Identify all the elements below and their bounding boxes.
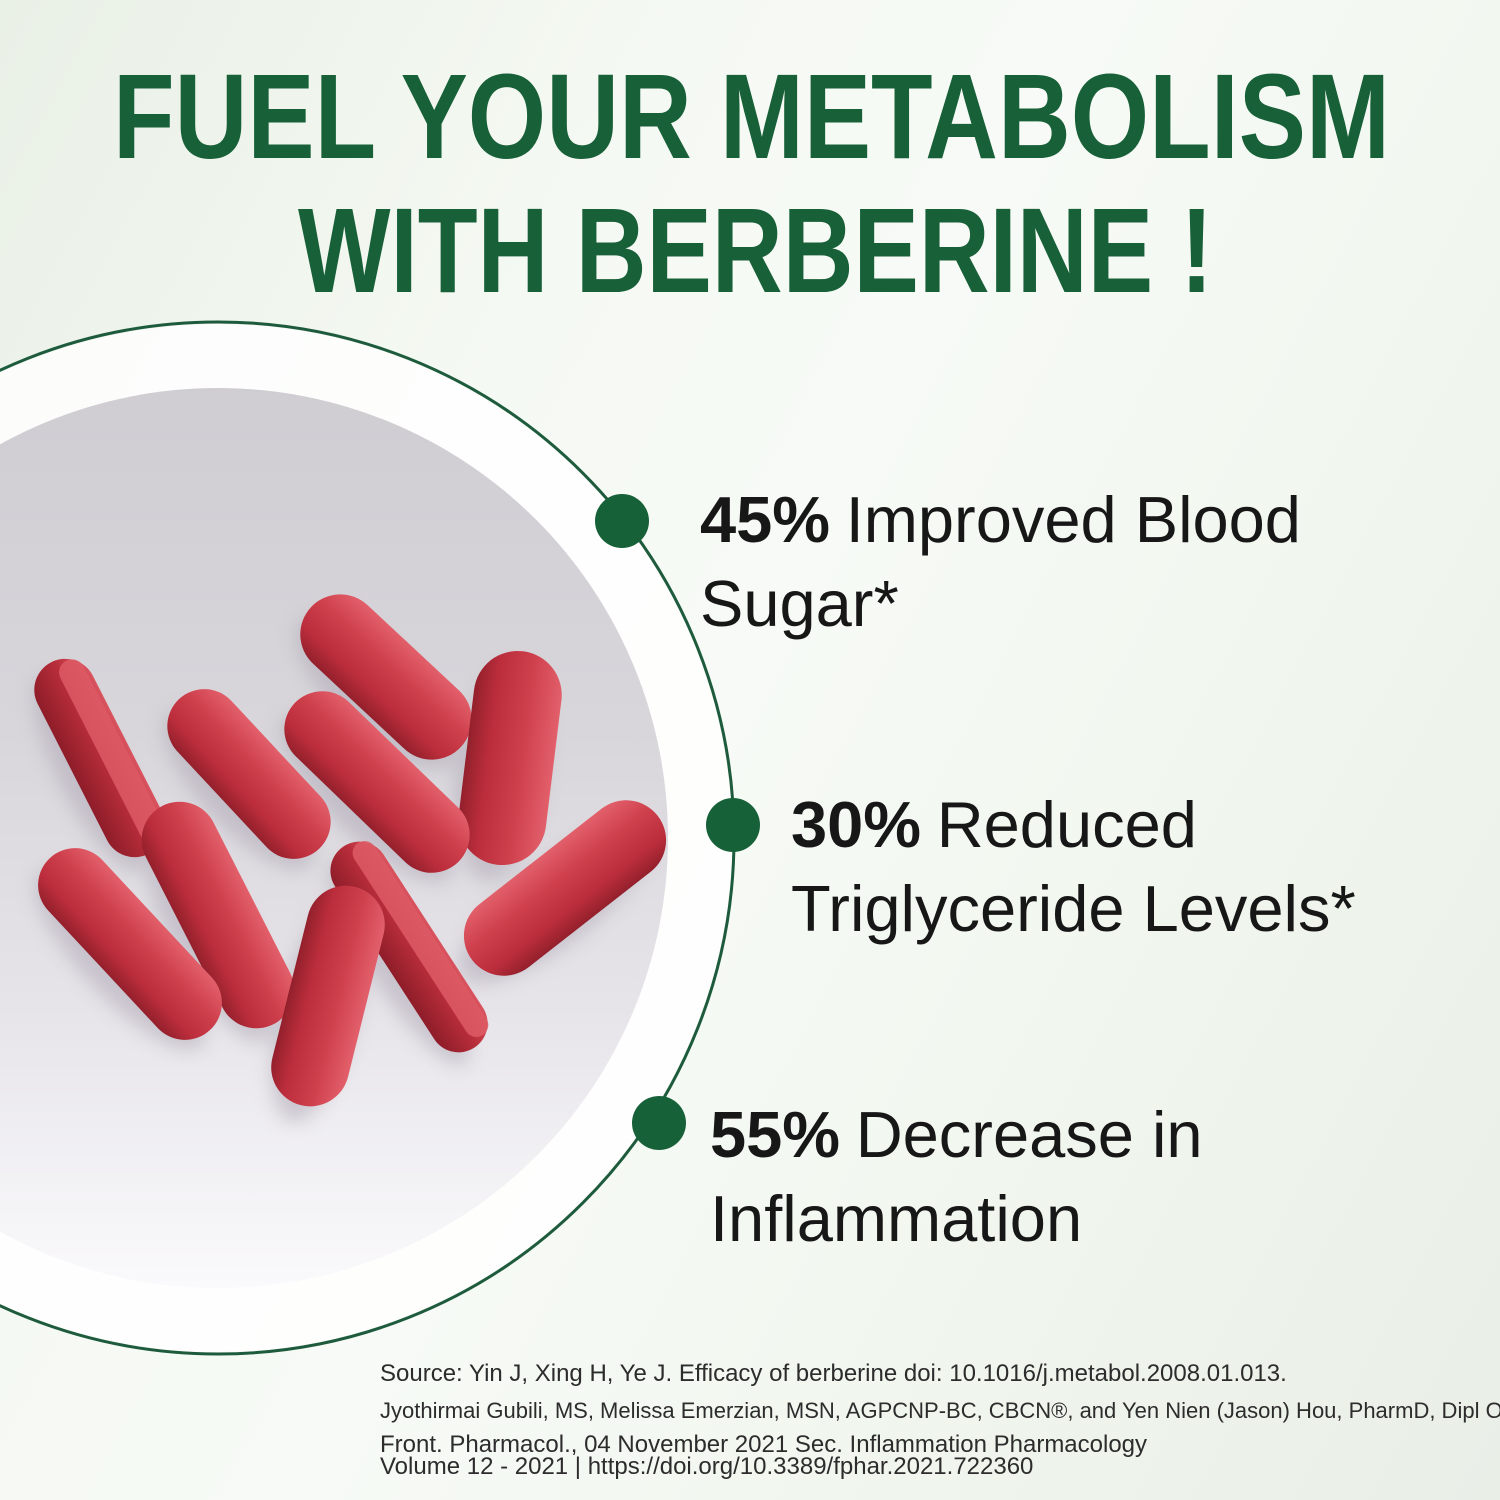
pill-capsule [38,848,222,1040]
pill-capsule [458,650,562,866]
pill-capsule [167,689,331,859]
benefit-dot-2 [706,798,760,852]
benefit-dot-1 [595,494,649,548]
benefit-item-triglycerides: 30% Reduced Triglyceride Levels* [791,783,1491,951]
headline-line-1: FUEL YOUR METABOLISM [113,48,1390,184]
citation-line-1: Source: Yin J, Xing H, Ye J. Efficacy of… [380,1360,1287,1387]
pill-capsule-edge [34,658,166,858]
benefit-text: Decrease in Inflammation [710,1098,1203,1255]
headline: FUEL YOUR METABOLISM WITH BERBERINE ! [113,48,1390,318]
benefit-stat: 45% [700,483,831,556]
headline-line-2: WITH BERBERINE ! [298,182,1213,318]
pill-capsule [284,691,470,873]
pill-capsule [300,594,472,760]
benefit-text: Reduced Triglyceride Levels* [791,788,1356,945]
benefit-item-inflammation: 55% Decrease in Inflammation [710,1093,1370,1261]
benefit-stat: 55% [710,1098,841,1171]
benefit-text: Improved Blood Sugar* [700,483,1301,640]
pill-capsule [271,885,385,1107]
pill-capsule [141,801,295,1029]
benefit-dot-3 [632,1096,686,1150]
pill-capsule [463,800,667,976]
citation-line-3: Front. Pharmacol., 04 November 2021 Sec.… [380,1431,1148,1458]
citation-line-4: Volume 12 - 2021 | https://doi.org/10.33… [380,1453,1034,1480]
benefit-stat: 30% [791,788,922,861]
citation-line-2: Jyothirmai Gubili, MS, Melissa Emerzian,… [380,1398,1500,1423]
benefit-item-blood-sugar: 45% Improved Blood Sugar* [700,478,1450,646]
